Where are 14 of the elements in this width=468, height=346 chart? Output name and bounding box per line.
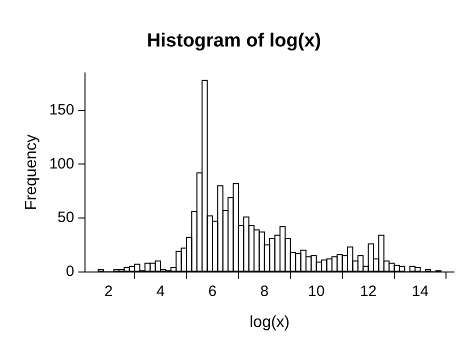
- y-tick-label: 100: [49, 155, 74, 172]
- y-tick-label: 50: [58, 209, 74, 226]
- y-tick-label: 150: [49, 102, 74, 119]
- x-tick-label: 12: [360, 282, 377, 300]
- x-tick-label: 14: [412, 282, 429, 300]
- y-tick-label: 0: [66, 262, 74, 280]
- x-tick-label: 6: [208, 282, 217, 300]
- chart-title: Histogram of log(x): [146, 30, 322, 52]
- y-axis-title: Frequency: [23, 134, 40, 210]
- x-tick-label: 4: [156, 282, 165, 300]
- x-axis-title: log(x): [250, 314, 290, 331]
- x-tick-label: 8: [260, 282, 269, 300]
- x-tick-label: 2: [104, 282, 113, 300]
- x-tick-label: 10: [308, 282, 325, 300]
